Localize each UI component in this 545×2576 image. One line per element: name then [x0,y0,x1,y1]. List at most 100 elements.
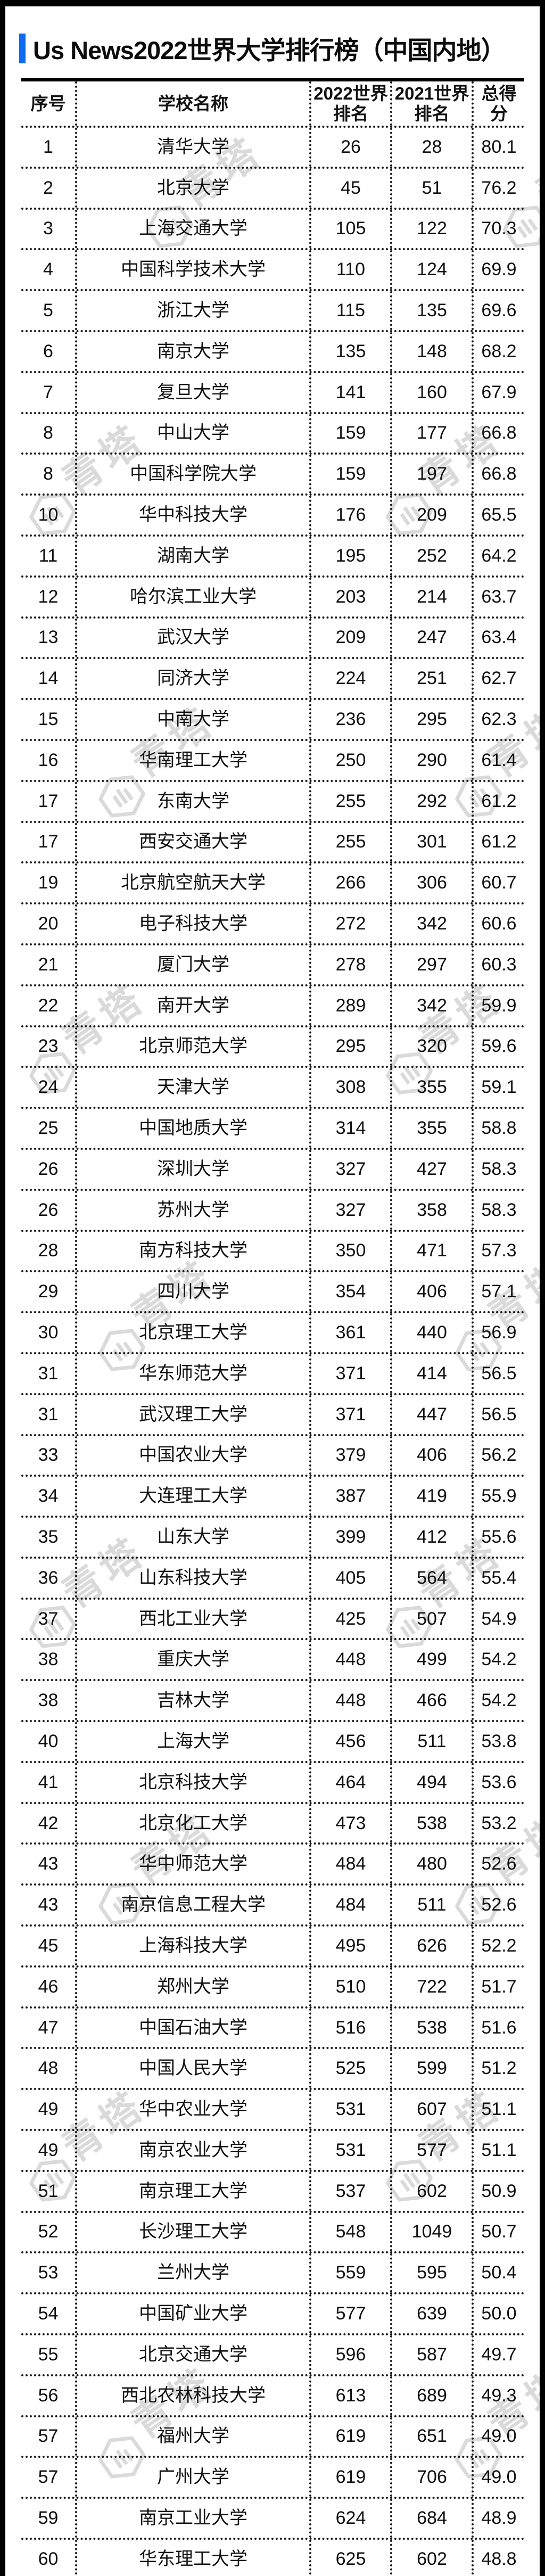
rank-cell: 49 [21,2090,77,2129]
school-name-cell: 北京交通大学 [77,2335,311,2374]
school-name-cell: 南京信息工程大学 [77,1886,311,1925]
world-rank-2021-cell: 148 [392,332,474,371]
score-cell: 51.6 [481,2017,517,2038]
table-row: 1 清华大学 26 28 80.1 [21,128,524,169]
rank-cell: 15 [21,700,77,739]
school-name-cell: 东南大学 [77,781,311,821]
world-rank-2022-cell: 272 [311,904,392,943]
world-rank-2021-cell: 28 [392,128,474,167]
school-name-cell: 广州大学 [77,2458,311,2497]
score-cell: 55.9 [481,1486,517,1507]
table-row: 6 南京大学 135 148 68.2 [21,332,524,373]
table-row: 49 南京农业大学 531 577 51.1 [21,2131,524,2172]
world-rank-2021-cell: 301 [392,822,474,862]
world-rank-2022-cell: 619 [311,2417,392,2456]
world-rank-2021-cell: 51 [392,168,474,208]
table-row: 45 上海科技大学 495 626 52.2 [21,1927,524,1968]
world-rank-2022-cell: 308 [311,1068,392,1107]
rank-cell: 4 [21,250,77,290]
rank-cell: 22 [21,986,77,1025]
world-rank-2021-cell: 595 [392,2253,474,2293]
rank-cell: 38 [21,1640,77,1680]
rank-cell: 20 [21,904,77,943]
world-rank-2021-cell: 406 [392,1272,474,1312]
score-cell: 70.3 [481,218,517,239]
school-name-cell: 南开大学 [77,986,311,1025]
school-name-cell: 南京大学 [77,332,311,371]
score-cell: 55.4 [481,1567,517,1588]
table-row: 41 北京科技大学 464 494 53.6 [21,1763,524,1804]
world-rank-2021-cell: 406 [392,1436,474,1475]
world-rank-2022-cell: 537 [311,2171,392,2211]
score-cell: 60.3 [481,954,517,975]
rank-cell: 26 [21,1190,77,1230]
world-rank-2021-cell: 209 [392,496,474,534]
school-name-cell: 西北农林科技大学 [77,2376,311,2415]
world-rank-2022-cell: 105 [311,209,392,249]
world-rank-2022-cell: 45 [311,168,392,208]
score-cell: 53.2 [481,1813,517,1833]
column-header-rank: 序号 [21,81,77,126]
score-cell: 61.2 [481,791,517,811]
score-cell: 50.4 [481,2262,517,2283]
score-cell: 59.1 [481,1077,517,1098]
world-rank-2021-cell: 722 [392,1967,474,2006]
rank-cell: 34 [21,1477,77,1516]
table-row: 33 中国农业大学 379 406 56.2 [21,1436,524,1477]
school-name-cell: 湖南大学 [77,536,311,575]
table-row: 25 中国地质大学 314 355 58.8 [21,1109,524,1150]
score-cell: 56.5 [481,1363,517,1384]
school-name-cell: 华东理工大学 [77,2540,311,2576]
table-row: 54 中国矿业大学 577 639 50.0 [21,2294,524,2336]
rank-cell: 10 [21,496,77,534]
rank-cell: 16 [21,740,77,780]
watermark-text: 青塔 [528,128,540,217]
table-row: 47 中国石油大学 516 538 51.6 [21,2008,524,2050]
world-rank-2022-cell: 350 [311,1231,392,1271]
school-name-cell: 西安交通大学 [77,822,311,862]
school-name-cell: 浙江大学 [77,291,311,330]
school-name-cell: 武汉理工大学 [77,1395,311,1434]
rank-cell: 36 [21,1558,77,1598]
world-rank-2022-cell: 473 [311,1804,392,1843]
world-rank-2022-cell: 115 [311,291,392,330]
table-row: 38 吉林大学 448 466 54.2 [21,1681,524,1723]
score-cell: 66.8 [481,423,517,443]
world-rank-2022-cell: 209 [311,618,392,657]
school-name-cell: 上海科技大学 [77,1927,311,1965]
rank-cell: 7 [21,373,77,412]
score-cell: 56.5 [481,1404,517,1425]
rank-cell: 43 [21,1886,77,1925]
table-row: 40 上海大学 456 511 53.8 [21,1722,524,1763]
world-rank-2022-cell: 548 [311,2212,392,2252]
world-rank-2022-cell: 26 [311,128,392,167]
world-rank-2021-cell: 135 [392,291,474,330]
world-rank-2022-cell: 456 [311,1722,392,1761]
table-row: 46 郑州大学 510 722 51.7 [21,1967,524,2009]
rank-cell: 43 [21,1845,77,1884]
school-name-cell: 中国农业大学 [77,1436,311,1475]
world-rank-2021-cell: 122 [392,209,474,249]
score-cell: 59.6 [481,1036,517,1057]
column-header-world-2021: 2021世界排名 [392,81,474,126]
school-name-cell: 郑州大学 [77,1967,311,2006]
world-rank-2021-cell: 599 [392,2049,474,2088]
score-cell: 61.4 [481,750,517,770]
world-rank-2021-cell: 295 [392,700,474,739]
world-rank-2022-cell: 559 [311,2253,392,2293]
rank-cell: 6 [21,332,77,371]
school-name-cell: 重庆大学 [77,1640,311,1680]
world-rank-2021-cell: 358 [392,1190,474,1230]
table-row: 42 北京化工大学 473 538 53.2 [21,1804,524,1845]
table-row: 31 华东师范大学 371 414 56.5 [21,1354,524,1395]
score-cell: 51.1 [481,2099,517,2120]
school-name-cell: 兰州大学 [77,2253,311,2293]
world-rank-2022-cell: 266 [311,863,392,903]
world-rank-2021-cell: 564 [392,1558,474,1598]
score-cell: 49.0 [481,2467,517,2488]
world-rank-2022-cell: 619 [311,2458,392,2497]
school-name-cell: 复旦大学 [77,373,311,412]
table-row: 26 苏州大学 327 358 58.3 [21,1190,524,1232]
title-accent-bar [19,33,26,63]
score-cell: 52.6 [481,1895,517,1915]
